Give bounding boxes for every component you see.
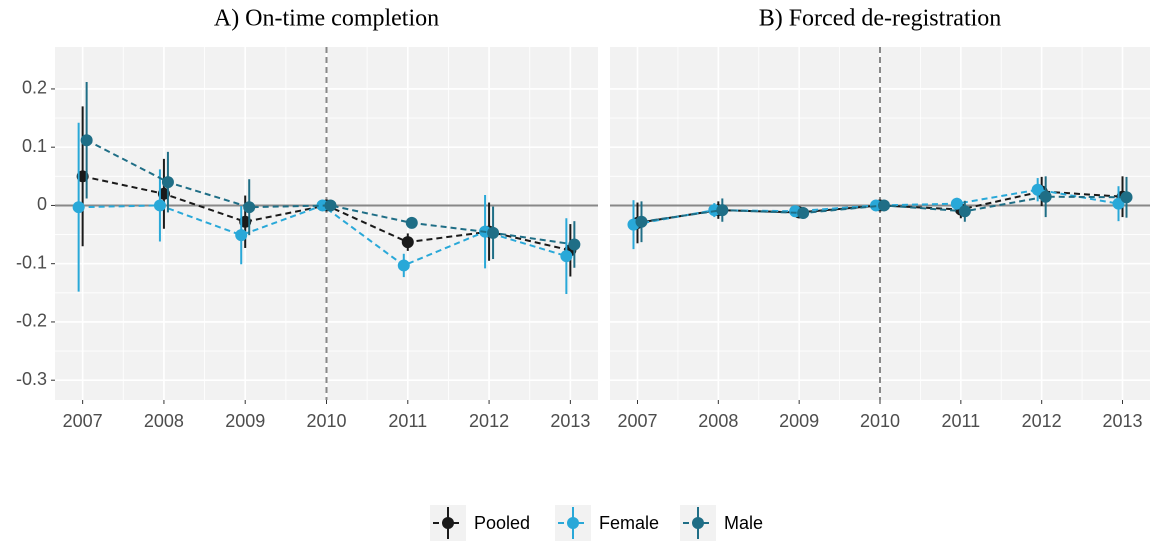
legend-label: Male bbox=[724, 513, 763, 533]
point bbox=[153, 199, 166, 212]
point bbox=[1031, 183, 1044, 196]
point bbox=[950, 197, 963, 210]
point bbox=[405, 216, 418, 229]
panel-title: A) On-time completion bbox=[214, 6, 439, 32]
legend-key-point bbox=[442, 517, 454, 529]
x-tick-label: 2013 bbox=[1102, 411, 1142, 431]
point bbox=[560, 250, 573, 263]
point bbox=[716, 204, 729, 217]
point bbox=[324, 199, 337, 212]
x-tick-label: 2013 bbox=[550, 411, 590, 431]
point bbox=[878, 199, 890, 212]
x-tick-label: 2010 bbox=[860, 411, 900, 431]
y-tick-label: -0.3 bbox=[16, 369, 47, 389]
point bbox=[72, 201, 85, 214]
point bbox=[1112, 197, 1125, 210]
point bbox=[635, 215, 648, 228]
point bbox=[797, 207, 810, 220]
point bbox=[958, 205, 971, 218]
y-tick-label: -0.2 bbox=[16, 311, 47, 331]
y-tick-label: -0.1 bbox=[16, 252, 47, 272]
point bbox=[1120, 191, 1133, 204]
y-tick-label: 0.2 bbox=[22, 78, 47, 98]
point bbox=[235, 229, 248, 242]
legend-key-point bbox=[692, 517, 704, 529]
point bbox=[1039, 190, 1052, 203]
legend-key-point bbox=[567, 517, 579, 529]
point bbox=[80, 134, 93, 147]
x-tick-label: 2008 bbox=[144, 411, 184, 431]
x-tick-label: 2012 bbox=[1022, 411, 1062, 431]
y-tick-label: 0.1 bbox=[22, 136, 47, 156]
x-tick-label: 2012 bbox=[469, 411, 509, 431]
point bbox=[401, 236, 414, 249]
panel-title: B) Forced de-registration bbox=[759, 6, 1002, 32]
x-tick-label: 2011 bbox=[941, 411, 980, 431]
point bbox=[568, 238, 581, 251]
x-tick-label: 2009 bbox=[225, 411, 265, 431]
x-tick-label: 2010 bbox=[306, 411, 346, 431]
x-tick-label: 2007 bbox=[63, 411, 103, 431]
x-tick-label: 2009 bbox=[779, 411, 819, 431]
y-tick-label: 0 bbox=[37, 194, 47, 214]
legend-label: Pooled bbox=[474, 513, 530, 533]
x-tick-label: 2007 bbox=[617, 411, 657, 431]
point bbox=[161, 176, 174, 189]
x-tick-label: 2011 bbox=[388, 411, 427, 431]
point bbox=[243, 201, 256, 214]
x-tick-label: 2008 bbox=[698, 411, 738, 431]
legend-label: Female bbox=[599, 513, 659, 533]
point bbox=[487, 226, 500, 239]
point bbox=[397, 259, 410, 272]
